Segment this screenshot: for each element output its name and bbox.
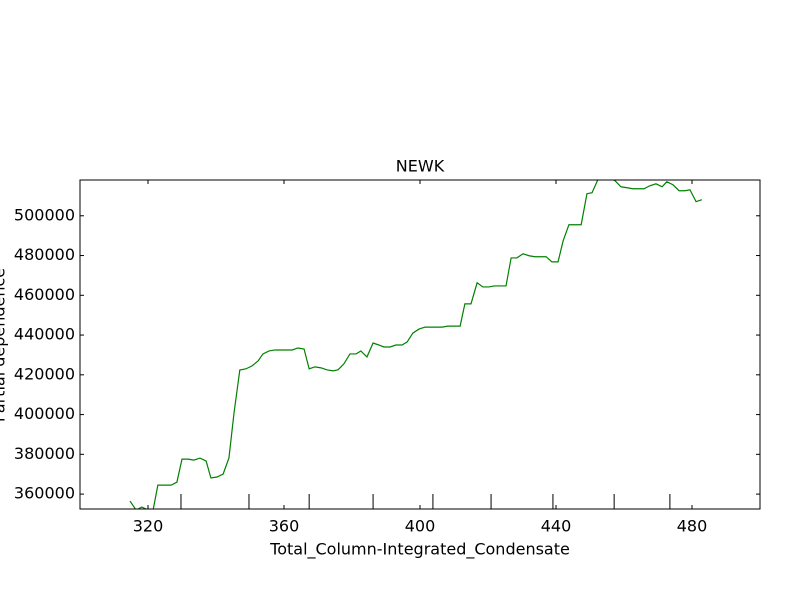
y-tick-label: 440000 — [14, 325, 75, 344]
data-line — [129, 180, 703, 509]
x-tick-label: 440 — [541, 517, 572, 536]
y-axis-label: Partial dependence — [0, 268, 9, 422]
x-tick-label: 320 — [133, 517, 164, 536]
y-tick-label: 360000 — [14, 484, 75, 503]
x-tick-label: 480 — [677, 517, 708, 536]
chart-title: NEWK — [396, 157, 445, 176]
y-tick-label: 460000 — [14, 285, 75, 304]
x-axis-label: Total_Column-Integrated_Condensate — [269, 540, 570, 560]
plot-area — [129, 180, 703, 509]
y-tick-label: 400000 — [14, 404, 75, 423]
x-tick-label: 360 — [269, 517, 300, 536]
y-tick-label: 380000 — [14, 444, 75, 463]
y-tick-label: 500000 — [14, 205, 75, 224]
y-tick-label: 480000 — [14, 245, 75, 264]
y-tick-label: 420000 — [14, 364, 75, 383]
x-tick-label: 400 — [405, 517, 436, 536]
